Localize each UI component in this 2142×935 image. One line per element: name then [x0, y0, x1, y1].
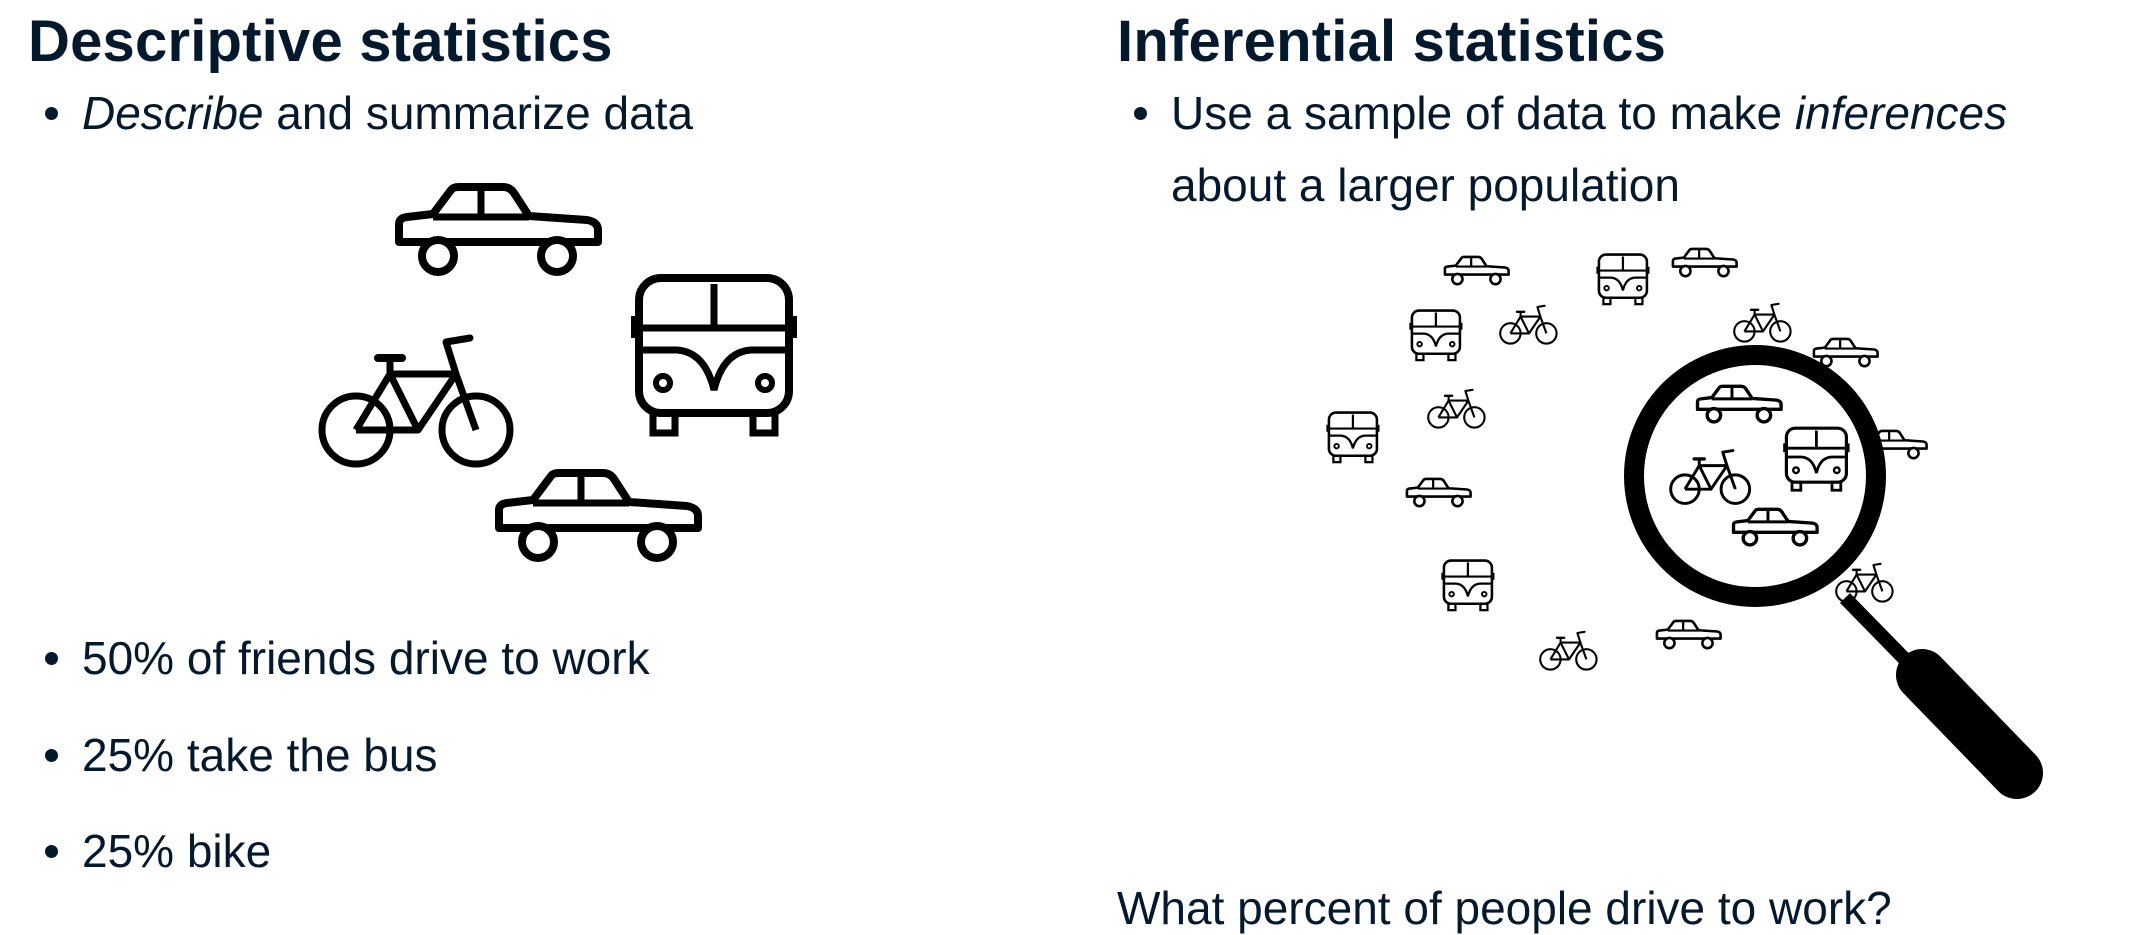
car-icon	[1655, 619, 1722, 650]
fact-item: 25% bike	[28, 815, 271, 887]
inference-emphasis: inferences	[1794, 87, 2008, 139]
inferential-intro-bullet: Use a sample of data to make inferences …	[1117, 77, 2131, 221]
car-icon	[1812, 337, 1879, 368]
magnifier-icon	[1624, 345, 2043, 799]
descriptive-intro-bullet: Describe and summarize data	[28, 77, 693, 149]
fact-item: 25% take the bus	[28, 719, 437, 791]
inference-question: What percent of people drive to work?	[1117, 882, 1892, 934]
bus-icon	[1440, 559, 1496, 612]
describe-emphasis: Describe	[82, 87, 264, 139]
fact-item: 50% of friends drive to work	[28, 622, 650, 694]
inferential-statistics-section: Inferential statistics Use a sample of d…	[1117, 0, 2127, 934]
bike-icon	[1732, 302, 1792, 343]
inference-pre: Use a sample of data to make	[1171, 87, 1795, 139]
bus-icon	[1408, 309, 1464, 362]
car-icon	[499, 473, 698, 558]
population-sample-illustration	[1325, 247, 2043, 799]
car-icon	[1443, 255, 1510, 286]
bus-icon	[631, 278, 797, 433]
bus-icon	[1595, 253, 1651, 306]
describe-rest: and summarize data	[263, 87, 694, 139]
inferential-title: Inferential statistics	[1117, 9, 1667, 74]
descriptive-statistics-section: Descriptive statistics Describe and summ…	[28, 0, 1078, 930]
bike-icon	[1426, 388, 1486, 429]
car-icon	[1671, 247, 1738, 278]
bike-icon	[1538, 630, 1598, 671]
bike-icon	[1498, 304, 1558, 345]
bus-icon	[1325, 411, 1381, 464]
descriptive-title: Descriptive statistics	[28, 9, 613, 74]
inference-post: about a larger population	[1171, 159, 1680, 211]
car-icon	[1405, 477, 1472, 508]
transport-icons-group	[313, 180, 813, 590]
bike-icon	[322, 338, 510, 464]
car-icon	[399, 187, 598, 272]
